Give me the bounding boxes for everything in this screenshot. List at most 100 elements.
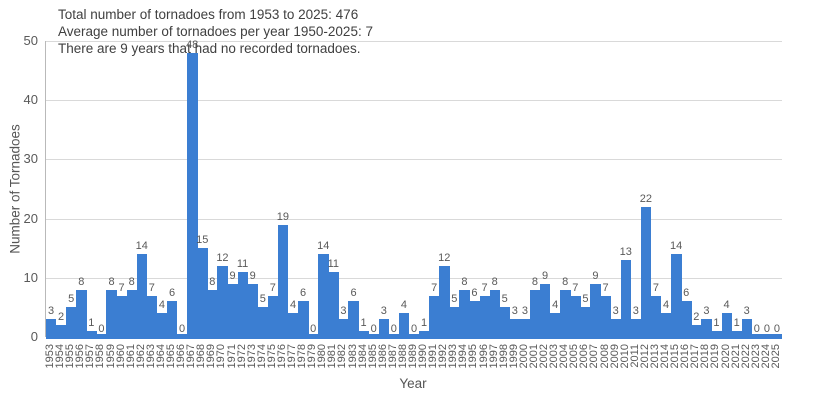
value-label-1982: 3	[340, 305, 347, 318]
bar-2001	[529, 289, 541, 337]
value-label-2001: 8	[531, 275, 539, 288]
value-label-1984: 1	[360, 317, 367, 330]
bar-2017	[691, 325, 702, 337]
value-label-1994: 8	[461, 275, 468, 288]
value-label-2020: 4	[723, 299, 730, 312]
title-line-zero-years: There are 9 years that had no recorded t…	[58, 41, 361, 56]
value-label-2006: 5	[582, 293, 589, 306]
title-line-total: Total number of tornadoes from 1953 to 2…	[58, 7, 359, 22]
value-label-1998: 5	[501, 293, 508, 306]
value-label-2008: 7	[602, 281, 609, 294]
value-label-2021: 1	[733, 317, 740, 330]
value-label-2012: 22	[639, 192, 652, 205]
y-tick-40: 40	[23, 92, 38, 108]
value-label-1954: 2	[58, 311, 65, 324]
bar-1960	[116, 295, 128, 337]
bar-1978	[298, 301, 309, 337]
bar-1968	[197, 248, 208, 337]
value-label-1978: 6	[300, 287, 307, 300]
value-label-1991: 7	[431, 281, 438, 294]
value-label-2013: 7	[652, 281, 660, 294]
chart-title-block: Total number of tornadoes from 1953 to 2…	[58, 6, 373, 57]
value-label-2023: 0	[753, 323, 760, 335]
value-label-2009: 3	[612, 305, 619, 318]
value-label-1997: 8	[491, 275, 498, 288]
value-label-1992: 12	[438, 251, 451, 264]
value-label-1988: 4	[400, 299, 407, 312]
bar-1959	[106, 289, 117, 337]
bar-2002	[540, 283, 551, 337]
bar-1986	[378, 319, 390, 337]
bar-1998	[499, 307, 511, 337]
value-label-1975: 7	[269, 281, 276, 294]
value-label-1962: 14	[135, 240, 148, 253]
gridline-40	[46, 100, 782, 102]
value-label-2002: 9	[542, 269, 549, 282]
y-tick-0: 0	[30, 329, 38, 344]
value-label-1953: 3	[47, 305, 55, 318]
bar-1988	[398, 313, 410, 337]
bar-2011	[630, 319, 642, 337]
bar-1967	[187, 52, 198, 337]
bar-1975	[267, 295, 279, 337]
x-tick-2025: 2025	[769, 344, 782, 369]
value-label-2005: 7	[572, 281, 579, 294]
bar-1953	[46, 319, 57, 337]
value-label-2019: 1	[713, 317, 720, 330]
gridline-30	[46, 159, 782, 161]
y-tick-30: 30	[23, 151, 38, 167]
bar-2009	[610, 319, 622, 337]
bar-1969	[207, 289, 218, 337]
value-label-1983: 6	[350, 287, 357, 300]
bar-1964	[156, 313, 168, 337]
x-axis-baseline	[46, 334, 782, 339]
bar-1982	[338, 319, 349, 337]
bar-1956	[76, 289, 87, 337]
bar-1962	[136, 254, 148, 337]
bar-2000	[519, 319, 531, 337]
value-label-1980: 14	[317, 240, 330, 253]
value-label-1989: 0	[410, 323, 418, 335]
bar-1971	[227, 283, 238, 337]
value-label-1985: 0	[370, 323, 377, 335]
value-label-1967: 48	[186, 38, 199, 51]
bar-1996	[479, 295, 490, 337]
gridline-10	[46, 277, 782, 279]
y-axis-title: Number of Tornadoes	[7, 124, 23, 254]
plot-area: 3 2 5 8 1 0 8 7 8 14 7 4 6 0 48 15 8 12 9 11 9 5 7 19 4 6 0 14 11 3 6 1…	[45, 38, 782, 339]
value-label-1996: 7	[481, 281, 488, 294]
bar-1961	[126, 289, 138, 337]
bar-2004	[560, 289, 571, 337]
value-label-1961: 8	[128, 275, 135, 288]
value-label-2007: 9	[592, 269, 599, 282]
value-label-1957: 1	[88, 317, 95, 330]
bar-2014	[661, 313, 672, 337]
bar-2020	[721, 313, 732, 337]
value-label-1981: 11	[327, 257, 340, 270]
value-label-1960: 7	[118, 281, 125, 294]
bar-1995	[469, 301, 480, 337]
bar-1955	[66, 307, 77, 337]
value-label-1976: 19	[276, 210, 290, 223]
bar-2007	[590, 283, 601, 337]
value-label-1999: 3	[511, 305, 518, 318]
value-label-1955: 5	[68, 293, 75, 306]
value-label-1974: 5	[259, 293, 266, 306]
bar-1977	[287, 313, 299, 337]
bar-1981	[328, 271, 339, 337]
value-label-1977: 4	[289, 299, 297, 312]
value-label-2024: 0	[763, 323, 770, 335]
bar-2003	[550, 313, 561, 337]
bar-2015	[671, 254, 682, 337]
value-label-1963: 7	[148, 281, 155, 294]
bar-2005	[570, 295, 581, 337]
y-tick-20: 20	[23, 210, 38, 226]
bar-2013	[650, 295, 662, 337]
bar-1980	[318, 254, 329, 337]
value-label-1969: 8	[209, 275, 216, 288]
bar-2012	[640, 206, 652, 337]
value-label-1972: 11	[236, 257, 249, 270]
value-label-2016: 6	[683, 287, 690, 300]
bar-1972	[237, 271, 249, 337]
